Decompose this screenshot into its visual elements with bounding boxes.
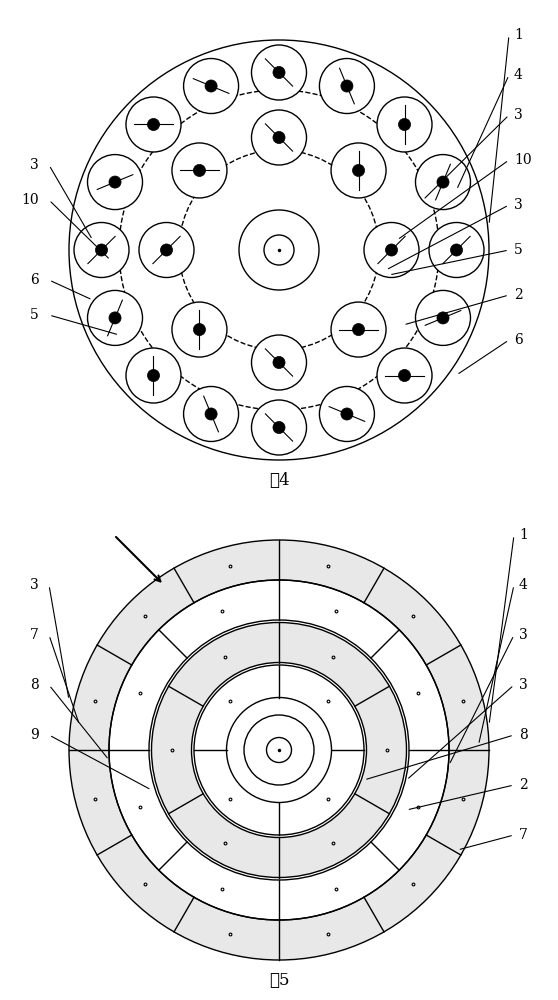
Circle shape: [161, 244, 172, 256]
Text: 6: 6: [514, 333, 523, 347]
Circle shape: [172, 302, 227, 357]
Text: 3: 3: [30, 158, 39, 172]
Circle shape: [252, 400, 306, 455]
Circle shape: [377, 97, 432, 152]
Circle shape: [398, 369, 411, 382]
Circle shape: [139, 223, 194, 277]
Circle shape: [386, 244, 397, 256]
Circle shape: [252, 110, 306, 165]
Circle shape: [252, 335, 306, 390]
Circle shape: [341, 408, 353, 420]
Circle shape: [74, 223, 129, 277]
Circle shape: [273, 356, 285, 369]
Circle shape: [147, 369, 160, 382]
Text: 2: 2: [519, 778, 528, 792]
Circle shape: [88, 290, 142, 345]
Circle shape: [429, 223, 484, 277]
Circle shape: [205, 80, 217, 92]
Circle shape: [416, 155, 470, 210]
Text: 8: 8: [30, 678, 39, 692]
Circle shape: [273, 66, 285, 79]
Circle shape: [331, 302, 386, 357]
Circle shape: [147, 118, 160, 131]
Polygon shape: [152, 623, 406, 877]
Circle shape: [437, 176, 449, 188]
Text: 10: 10: [21, 193, 39, 207]
Text: 10: 10: [514, 153, 532, 167]
Text: 2: 2: [514, 288, 523, 302]
Circle shape: [319, 59, 374, 114]
Circle shape: [172, 143, 227, 198]
Circle shape: [273, 421, 285, 434]
Circle shape: [184, 386, 239, 441]
Text: 5: 5: [514, 243, 523, 257]
Circle shape: [205, 408, 217, 420]
Text: 7: 7: [519, 828, 528, 842]
Circle shape: [353, 323, 364, 336]
Text: 3: 3: [519, 678, 528, 692]
Circle shape: [88, 155, 142, 210]
Text: 1: 1: [514, 28, 523, 42]
Text: 3: 3: [519, 628, 528, 642]
Circle shape: [126, 348, 181, 403]
Circle shape: [416, 290, 470, 345]
Text: 9: 9: [30, 728, 39, 742]
Circle shape: [109, 176, 121, 188]
Text: 6: 6: [30, 273, 39, 287]
Polygon shape: [69, 540, 489, 960]
Circle shape: [184, 59, 239, 114]
Text: 4: 4: [514, 68, 523, 82]
Text: 8: 8: [519, 728, 528, 742]
Text: 图4: 图4: [269, 472, 289, 488]
Text: 3: 3: [514, 108, 523, 122]
Circle shape: [252, 45, 306, 100]
Text: 3: 3: [30, 578, 39, 592]
Circle shape: [194, 323, 205, 336]
Circle shape: [194, 164, 205, 177]
Text: 3: 3: [514, 198, 523, 212]
Circle shape: [364, 223, 419, 277]
Text: 图5: 图5: [269, 972, 289, 988]
Circle shape: [126, 97, 181, 152]
Text: 1: 1: [519, 528, 528, 542]
Circle shape: [377, 348, 432, 403]
Circle shape: [398, 118, 411, 131]
Circle shape: [109, 312, 121, 324]
Circle shape: [331, 143, 386, 198]
Circle shape: [353, 164, 364, 177]
Circle shape: [95, 244, 108, 256]
Circle shape: [341, 80, 353, 92]
Circle shape: [450, 244, 463, 256]
Text: 7: 7: [30, 628, 39, 642]
Text: 5: 5: [30, 308, 39, 322]
Text: 4: 4: [519, 578, 528, 592]
Circle shape: [437, 312, 449, 324]
Circle shape: [273, 131, 285, 144]
Circle shape: [319, 386, 374, 441]
